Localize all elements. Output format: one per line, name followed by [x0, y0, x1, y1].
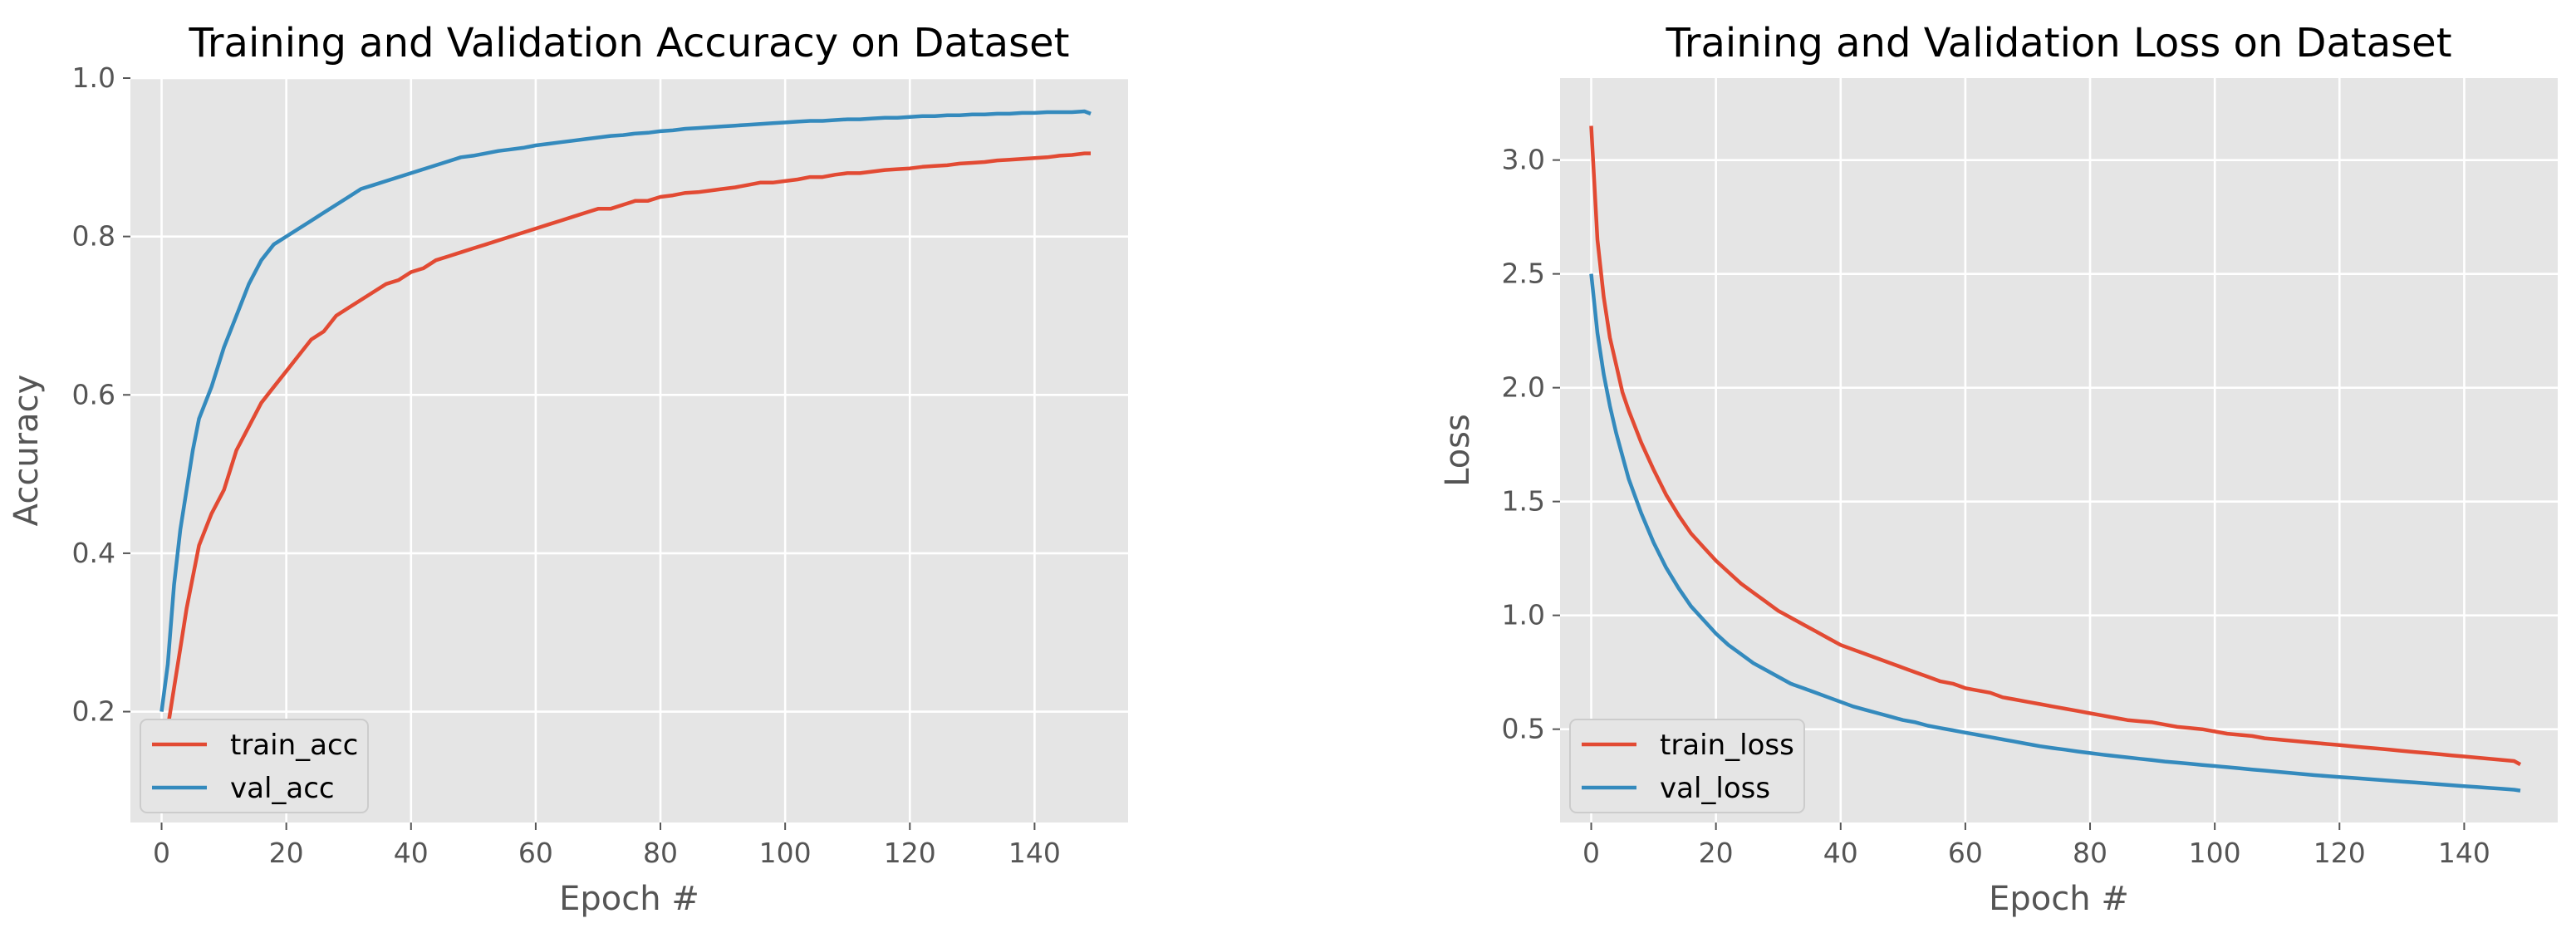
y-tick-label: 0.2	[72, 695, 115, 728]
series-line-train_acc	[159, 151, 1091, 799]
legend: train_loss val_loss	[1569, 719, 1805, 813]
x-tick-label: 140	[2438, 837, 2490, 869]
x-tick-label: 120	[884, 837, 936, 869]
y-axis-label: Accuracy	[7, 375, 46, 527]
series-line-val_loss	[1589, 273, 2521, 793]
x-tick-label: 80	[643, 837, 678, 869]
chart-title: Training and Validation Accuracy on Data…	[189, 20, 1070, 66]
x-tick-label: 0	[153, 837, 170, 869]
y-tick-label: 1.0	[1502, 599, 1545, 631]
series-line-val_acc	[159, 109, 1092, 712]
y-tick-label: 0.4	[72, 537, 115, 569]
x-axis-label: Epoch #	[1989, 880, 2129, 918]
series-line-train_loss	[1589, 125, 2522, 767]
x-tick-label: 0	[1582, 837, 1600, 869]
x-tick-label: 80	[2073, 837, 2107, 869]
x-tick-label: 60	[1948, 837, 1983, 869]
legend-label-val_loss: val_loss	[1660, 772, 1770, 805]
x-axis-label: Epoch #	[559, 880, 699, 918]
chart-panel-accuracy: 0 20 40 60 80 100 120 140 0.2 0.4 0.6 0.8 1.0 Trainin…	[7, 20, 1128, 918]
y-tick-label: 2.5	[1502, 258, 1545, 290]
legend-label-train_loss: train_loss	[1660, 729, 1794, 762]
x-tick-label: 120	[2313, 837, 2366, 869]
y-tick-label: 1.5	[1502, 485, 1545, 518]
plot-area	[1560, 78, 2558, 823]
x-tick-label: 20	[1699, 837, 1734, 869]
chart-title: Training and Validation Loss on Dataset	[1665, 20, 2451, 66]
y-tick-label: 2.0	[1502, 371, 1545, 404]
x-tick-label: 20	[269, 837, 304, 869]
x-tick-label: 140	[1008, 837, 1061, 869]
x-tick-label: 100	[2189, 837, 2241, 869]
y-tick-label: 0.5	[1502, 713, 1545, 745]
y-tick-label: 1.0	[72, 61, 115, 94]
x-tick-label: 40	[1823, 837, 1858, 869]
y-tick-label: 0.8	[72, 220, 115, 253]
legend-label-val_acc: val_acc	[230, 772, 335, 805]
x-tick-label: 40	[394, 837, 429, 869]
legend: train_acc val_acc	[140, 719, 369, 813]
chart-panel-loss: 0 20 40 60 80 100 120 140 0.5 1.0 1.5 2.0 2.5 3.0 Trai…	[1439, 20, 2558, 918]
y-tick-label: 0.6	[72, 378, 115, 410]
legend-label-train_acc: train_acc	[230, 729, 358, 762]
x-tick-label: 60	[518, 837, 553, 869]
y-axis-label: Loss	[1439, 414, 1477, 487]
y-tick-label: 3.0	[1502, 144, 1545, 176]
x-tick-label: 100	[759, 837, 812, 869]
